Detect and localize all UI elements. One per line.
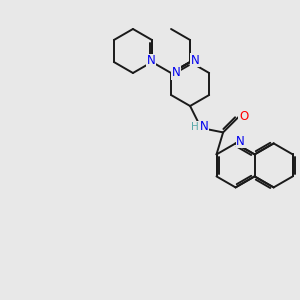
Text: N: N xyxy=(172,67,180,80)
Text: N: N xyxy=(147,55,155,68)
Text: N: N xyxy=(191,53,200,67)
Text: H: H xyxy=(191,122,199,132)
Text: O: O xyxy=(239,110,248,122)
Text: N: N xyxy=(236,135,245,148)
Text: N: N xyxy=(200,121,208,134)
